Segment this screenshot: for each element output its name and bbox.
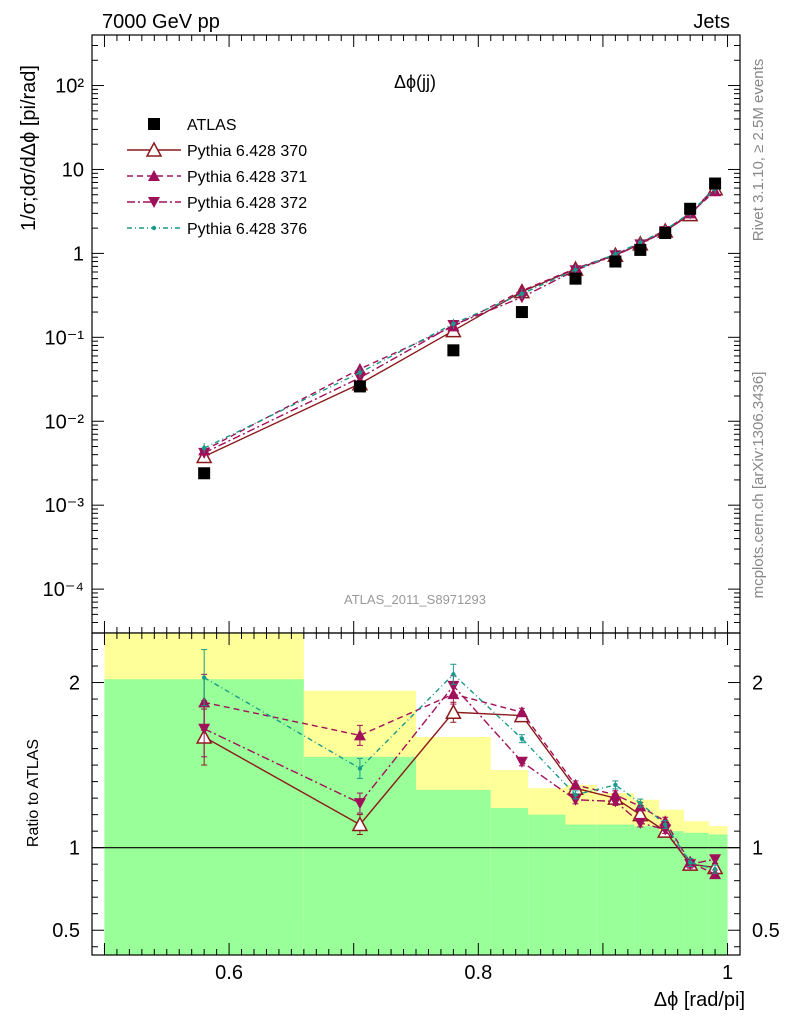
legend-label: Pythia 6.428 371: [187, 169, 307, 186]
ratio-point-py376: [687, 860, 693, 865]
ratio-point-py371: [515, 706, 528, 718]
main-point-atlas: [634, 243, 647, 256]
ratio-point-py376: [663, 822, 668, 827]
ratio-point-py372: [569, 794, 582, 806]
main-point-atlas: [515, 306, 528, 319]
x-tick-label: 1: [722, 962, 733, 984]
ratio-point-py376: [638, 800, 643, 806]
legend-marker: [148, 118, 160, 130]
ratio-y-tick-label: 2: [69, 673, 80, 695]
band-inner: [490, 808, 529, 955]
ratio-point-py376: [613, 782, 618, 788]
ratio-xlabel: Δϕ [rad/pi]: [654, 989, 745, 1011]
legend-marker: [145, 141, 163, 157]
band-inner: [683, 832, 709, 955]
y-tick-label: 10: [62, 159, 84, 181]
main-point-py376: [357, 370, 363, 375]
ratio-ylabel: Ratio to ATLAS: [25, 739, 42, 847]
header-left: 7000 GeV pp: [102, 11, 220, 33]
main-point-atlas: [569, 272, 582, 285]
main-line-py372: [203, 186, 716, 454]
ratio-point-py372: [659, 824, 672, 836]
ratio-point-py372: [609, 796, 622, 808]
legend-marker: [148, 170, 160, 181]
legend-label: Pythia 6.428 376: [187, 221, 307, 238]
ratio-point-py376: [357, 766, 363, 771]
main-point-atlas: [659, 226, 672, 239]
ratio-y-tick-label-right: 1: [752, 838, 763, 860]
y-tick-label: 10²: [55, 76, 84, 98]
main-plot-area: 10⁻⁴ 10⁻³ 10⁻² 10⁻¹ 1 10 10²: [43, 34, 741, 634]
ratio-plot-area: 0.6 0.8 1 0.5 0.5 1 1 2 2: [52, 632, 780, 984]
main-point-py372: [198, 447, 211, 459]
legend-label: ATLAS: [187, 117, 237, 134]
ratio-point-py376: [712, 866, 718, 872]
legend-marker: [148, 197, 160, 208]
main-line-py376: [203, 188, 716, 449]
ratio-point-py370: [445, 703, 462, 720]
main-point-py376: [201, 445, 207, 451]
main-point-py372: [353, 372, 366, 384]
legend-label: Pythia 6.428 372: [187, 195, 307, 212]
band-inner: [634, 826, 659, 955]
header-right: Jets: [693, 11, 730, 33]
ratio-point-py371: [353, 729, 366, 741]
main-point-py376: [638, 240, 643, 245]
y-tick-label: 10⁻⁴: [43, 579, 84, 601]
band-inner: [659, 831, 684, 955]
main-point-atlas: [353, 380, 366, 393]
ratio-point-py376: [451, 672, 456, 677]
legend-marker: [151, 225, 157, 231]
ratio-point-py372: [634, 817, 647, 829]
y-tick-label: 1: [73, 243, 84, 265]
ratio-point-py371: [569, 778, 582, 790]
main-point-py376: [451, 321, 456, 326]
ratio-point-py370: [351, 815, 369, 832]
mcplots-label: mcplots.cern.ch [arXiv:1306.3436]: [750, 372, 767, 599]
legend: ATLAS Pythia 6.428 370 Pythia 6.428 371 Pyt…: [127, 117, 307, 238]
main-point-py376: [519, 291, 525, 297]
main-point-atlas: [684, 202, 697, 215]
analysis-id: ATLAS_2011_S8971293: [344, 592, 486, 607]
ratio-y-tick-label: 1: [69, 838, 80, 860]
ratio-point-py376: [573, 792, 578, 798]
band-inner: [708, 834, 728, 955]
main-point-atlas: [709, 177, 722, 190]
ratio-point-py372: [198, 723, 211, 735]
main-point-atlas: [198, 467, 211, 480]
y-tick-label: 10⁻³: [45, 495, 85, 517]
main-ylabel: 1/σ;dσ/dΔϕ [pi/rad]: [18, 65, 40, 231]
band-inner: [596, 824, 635, 955]
ratio-y-tick-label: 0.5: [52, 920, 80, 942]
ratio-line-py376: [203, 673, 716, 870]
band-inner: [303, 756, 416, 955]
ratio-y-tick-label-right: 2: [752, 673, 763, 695]
legend-label: Pythia 6.428 370: [187, 143, 307, 160]
ratio-point-py376: [519, 736, 525, 741]
band-inner: [565, 824, 597, 955]
band-inner: [528, 814, 566, 955]
ratio-point-py376: [201, 675, 207, 680]
ratio-point-py372: [709, 854, 722, 866]
y-tick-label: 10⁻¹: [45, 327, 85, 349]
x-tick-label: 0.8: [464, 962, 492, 984]
main-title: Δϕ(jj): [394, 72, 436, 92]
main-point-atlas: [609, 255, 622, 268]
x-tick-label: 0.6: [215, 962, 243, 984]
main-point-atlas: [447, 344, 460, 357]
band-inner: [416, 789, 491, 955]
main-point-py376: [613, 251, 618, 257]
ratio-line-py372: [203, 684, 716, 865]
y-tick-label: 10⁻²: [45, 411, 85, 433]
main-point-py376: [573, 267, 578, 272]
ratio-point-py372: [447, 680, 460, 692]
ratio-point-py372: [515, 756, 528, 768]
ratio-point-py372: [353, 798, 366, 810]
rivet-label: Rivet 3.1.10, ≥ 2.5M events: [750, 59, 767, 242]
ratio-y-tick-label-right: 0.5: [752, 920, 780, 942]
